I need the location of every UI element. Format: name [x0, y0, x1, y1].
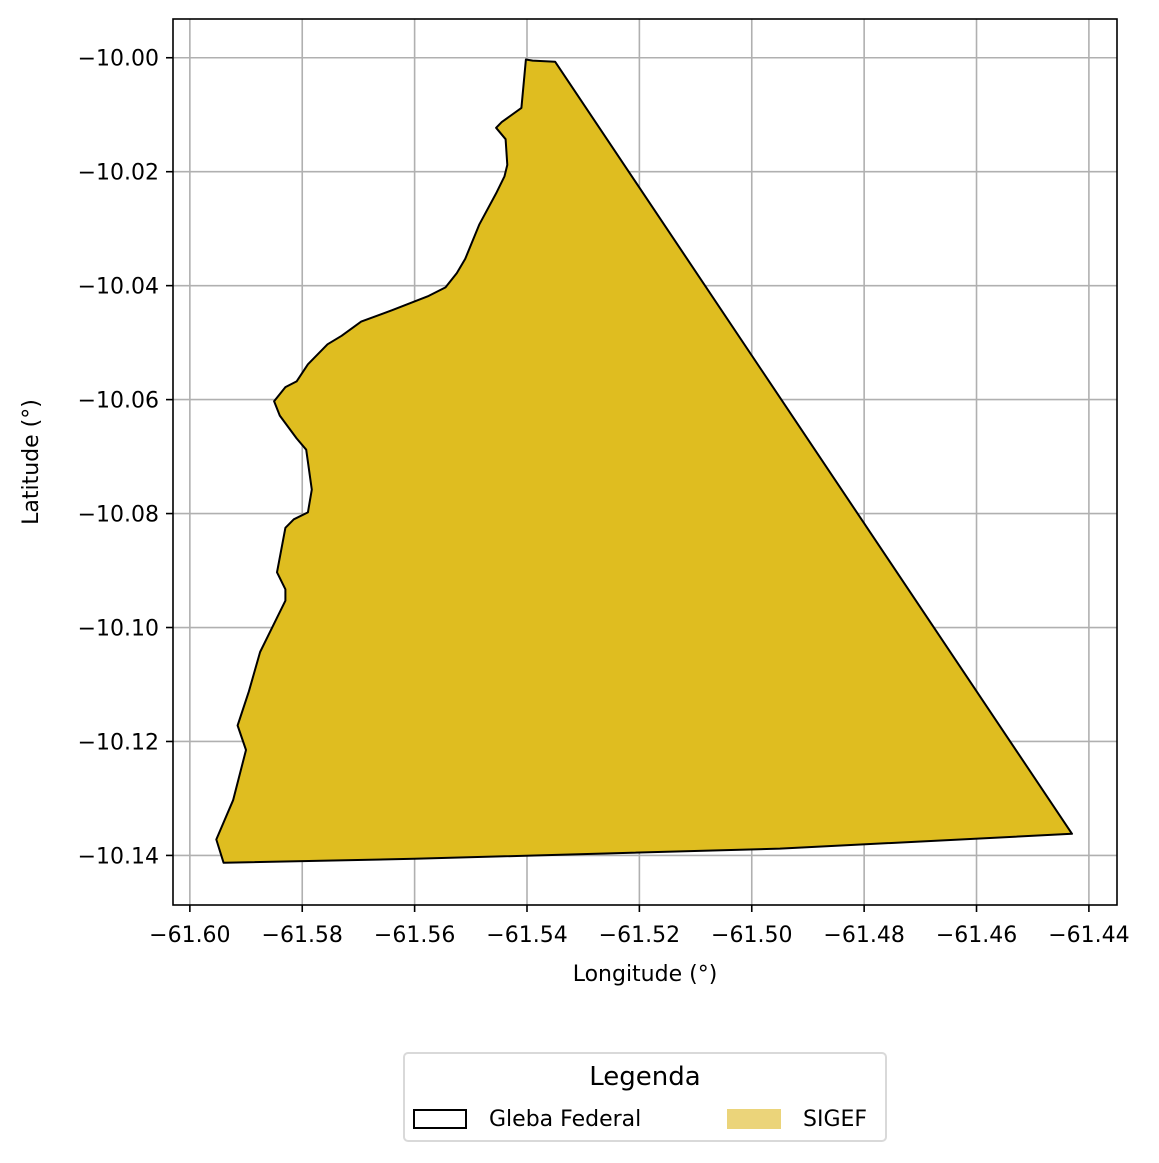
- x-axis-ticks: −61.60 −61.58 −61.56 −61.54 −61.52 −61.50 −61.…: [149, 905, 1130, 948]
- sigef-polygon: [216, 59, 1073, 863]
- x-tick-label: −61.56: [374, 923, 455, 948]
- legend-label-sigef: SIGEF: [803, 1106, 868, 1132]
- y-tick-label: −10.00: [78, 47, 159, 72]
- sigef-area: [216, 59, 1073, 863]
- legend-title: Legenda: [589, 1062, 701, 1092]
- y-tick-label: −10.14: [78, 844, 159, 869]
- axes-frame: [172, 18, 1118, 906]
- x-tick-label: −61.46: [936, 923, 1017, 948]
- y-axis-ticks: −10.00 −10.02 −10.04 −10.06 −10.08 −10.10 −10.…: [78, 47, 173, 869]
- x-tick-label: −61.44: [1048, 923, 1129, 948]
- gleba-federal-area: [215, 58, 1073, 864]
- x-tick-label: −61.60: [149, 923, 230, 948]
- y-tick-label: −10.06: [78, 389, 159, 414]
- y-tick-label: −10.04: [78, 275, 159, 300]
- x-tick-label: −61.50: [711, 923, 792, 948]
- x-tick-label: −61.48: [823, 923, 904, 948]
- legend-item-gleba-federal: Gleba Federal: [413, 1106, 641, 1132]
- x-tick-label: −61.54: [486, 923, 567, 948]
- legend-swatch-sigef: [727, 1109, 781, 1129]
- legend-swatch-gleba-federal: [413, 1109, 467, 1129]
- legend-item-sigef: SIGEF: [727, 1106, 867, 1132]
- x-axis-label: Longitude (°): [573, 962, 718, 987]
- x-tick-label: −61.58: [262, 923, 343, 948]
- gleba-federal-outline: [215, 58, 1073, 864]
- y-tick-label: −10.10: [78, 617, 159, 642]
- legend-label-gleba-federal: Gleba Federal: [489, 1106, 642, 1132]
- y-axis-label: Latitude (°): [19, 399, 44, 525]
- map-figure: −61.60 −61.58 −61.56 −61.54 −61.52 −61.50 −61.…: [19, 18, 1130, 987]
- y-tick-label: −10.02: [78, 161, 159, 186]
- y-tick-label: −10.12: [78, 730, 159, 755]
- legend: Legenda Gleba Federal SIGEF: [403, 1052, 887, 1142]
- x-tick-label: −61.52: [599, 923, 680, 948]
- y-tick-label: −10.08: [78, 503, 159, 528]
